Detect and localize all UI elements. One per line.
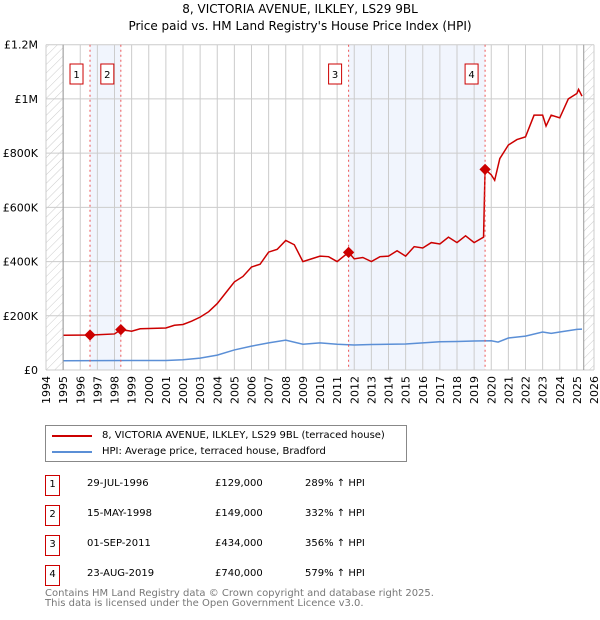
x-tick-label: 2009 [297,376,310,404]
y-tick-label: £400K [3,256,39,269]
sale-label: 3 [332,70,338,81]
footer-licence: This data is licensed under the Open Gov… [45,598,364,609]
legend: 8, VICTORIA AVENUE, ILKLEY, LS29 9BL (te… [45,425,407,462]
sale-date: 23-AUG-2019 [87,568,155,579]
sale-row: 3 01-SEP-2011 £434,000 356% ↑ HPI [45,535,445,556]
sale-date: 01-SEP-2011 [87,538,151,549]
x-tick-label: 2002 [177,376,190,404]
chart-title: 8, VICTORIA AVENUE, ILKLEY, LS29 9BL [182,2,418,16]
sale-number-badge: 3 [45,535,60,556]
x-tick-label: 2015 [400,376,413,404]
sale-number-badge: 4 [45,565,60,586]
x-tick-label: 2025 [571,376,584,404]
sale-hpi-change: 356% ↑ HPI [305,538,365,549]
sale-label-box [328,63,343,85]
sale-label-box [100,63,115,85]
x-tick-label: 2024 [554,376,567,404]
footer: Contains HM Land Registry data © Crown c… [45,589,434,609]
footer-copyright: Contains HM Land Registry data © Crown c… [45,588,434,599]
price-chart: 8, VICTORIA AVENUE, ILKLEY, LS29 9BL Pri… [3,2,600,404]
legend-label: HPI: Average price, terraced house, Brad… [102,446,326,457]
x-tick-label: 2005 [228,376,241,404]
x-tick-label: 1999 [126,376,139,404]
property-price-line [63,87,583,337]
x-tick-label: 2021 [502,376,515,404]
x-tick-label: 2010 [314,376,327,404]
y-tick-label: £800K [3,147,39,160]
hpi-line [63,328,583,362]
sale-price: £129,000 [215,478,263,489]
x-tick-label: 2003 [194,376,207,404]
sale-row: 4 23-AUG-2019 £740,000 579% ↑ HPI [45,565,445,586]
legend-swatch-blue [52,450,92,453]
sale-label: 1 [73,70,79,81]
x-tick-label: 2026 [588,376,600,404]
x-tick-label: 2000 [143,376,156,404]
sale-row: 2 15-MAY-1998 £149,000 332% ↑ HPI [45,505,445,526]
sale-point [342,246,355,259]
x-tick-label: 2017 [434,376,447,404]
legend-label: 8, VICTORIA AVENUE, ILKLEY, LS29 9BL (te… [102,430,385,441]
sale-price: £434,000 [215,538,263,549]
sale-date: 15-MAY-1998 [87,508,153,519]
sale-label: 4 [468,70,474,81]
x-tick-label: 2008 [280,376,293,404]
x-tick-label: 2012 [348,376,361,404]
legend-item-hpi: HPI: Average price, terraced house, Brad… [52,446,326,457]
sale-hpi-change: 332% ↑ HPI [305,508,365,519]
x-tick-label: 2016 [417,376,430,404]
x-tick-label: 2011 [331,376,344,404]
legend-item-property: 8, VICTORIA AVENUE, ILKLEY, LS29 9BL (te… [52,430,385,441]
y-tick-label: £1M [15,93,39,106]
x-tick-label: 1995 [57,376,70,404]
x-tick-label: 2007 [263,376,276,404]
x-tick-label: 2014 [383,376,396,404]
x-tick-label: 2019 [468,376,481,404]
sale-price: £740,000 [215,568,263,579]
sale-number-badge: 1 [45,475,60,496]
y-tick-label: £600K [3,201,39,214]
sale-label-box [69,63,84,85]
x-tick-label: 1996 [74,376,87,404]
chart-subtitle: Price paid vs. HM Land Registry's House … [128,19,471,33]
sale-number-badge: 2 [45,505,60,526]
x-tick-label: 1998 [109,376,122,404]
x-tick-label: 1997 [91,376,104,404]
sale-label: 2 [104,70,110,81]
x-tick-label: 2004 [211,376,224,404]
sale-hpi-change: 289% ↑ HPI [305,478,365,489]
x-tick-label: 2020 [485,376,498,404]
sale-row: 1 29-JUL-1996 £129,000 289% ↑ HPI [45,475,445,496]
x-tick-label: 2018 [451,376,464,404]
x-tick-label: 2023 [537,376,550,404]
x-tick-label: 2022 [520,376,533,404]
x-tick-label: 1994 [40,376,53,404]
y-tick-label: £0 [24,364,38,377]
y-tick-label: £1.2M [4,39,38,52]
sale-date: 29-JUL-1996 [87,478,149,489]
sale-label-box [464,63,479,85]
sale-hpi-change: 579% ↑ HPI [305,568,365,579]
x-tick-label: 2013 [365,376,378,404]
x-tick-label: 2006 [246,376,259,404]
sale-point [479,163,491,176]
y-tick-label: £200K [3,310,39,323]
sale-price: £149,000 [215,508,263,519]
x-tick-label: 2001 [160,376,173,404]
legend-swatch-red [52,434,92,437]
